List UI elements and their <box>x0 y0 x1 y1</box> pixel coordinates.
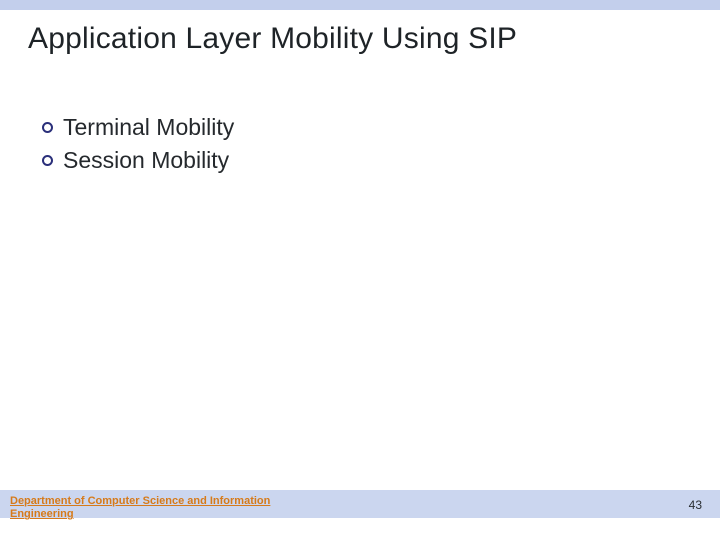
list-item: Terminal Mobility <box>42 114 234 141</box>
list-item: Session Mobility <box>42 147 234 174</box>
page-number: 43 <box>689 498 702 512</box>
bullet-list: Terminal Mobility Session Mobility <box>42 114 234 180</box>
bullet-label: Session Mobility <box>63 147 229 174</box>
bullet-label: Terminal Mobility <box>63 114 234 141</box>
bullet-icon <box>42 155 53 166</box>
slide-title: Application Layer Mobility Using SIP <box>28 22 517 56</box>
footer-department: Department of Computer Science and Infor… <box>10 495 330 523</box>
top-accent-bar <box>0 0 720 10</box>
bullet-icon <box>42 122 53 133</box>
